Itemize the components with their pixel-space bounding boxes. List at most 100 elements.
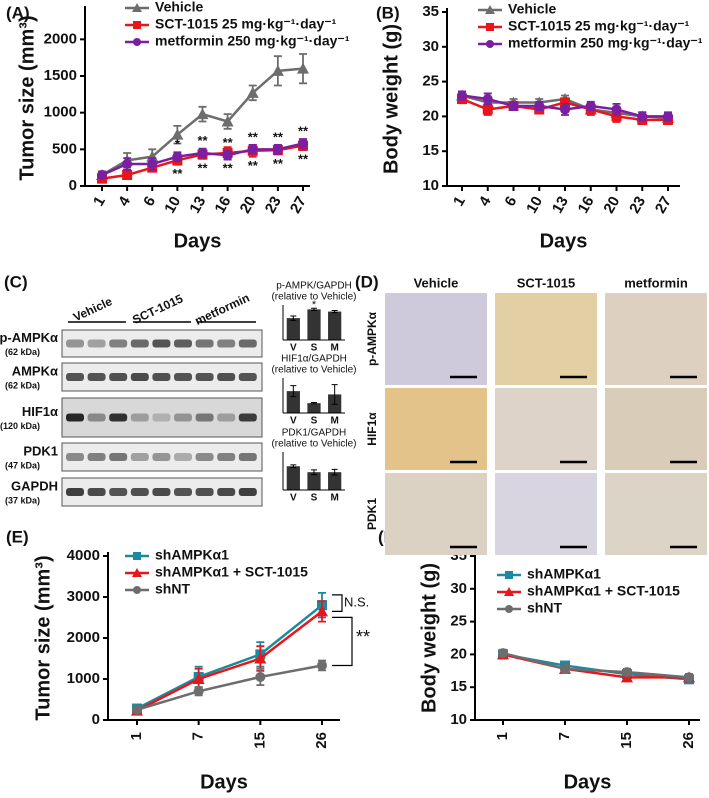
lane-label: Vehicle: [71, 294, 115, 324]
panel-label: (C): [4, 272, 28, 291]
annotation: N.S.: [344, 595, 369, 610]
row-label: PDK1: [23, 443, 58, 458]
blot-band: [217, 373, 236, 381]
marker: [122, 159, 133, 169]
series-line: [136, 604, 323, 710]
marker: [222, 150, 233, 161]
legend-label: metformin 250 mg·kg⁻¹·day⁻¹: [508, 35, 703, 51]
marker: [482, 94, 493, 104]
marker: [504, 587, 514, 596]
marker: [193, 686, 204, 697]
marker: [246, 86, 259, 98]
blot-band: [238, 453, 257, 461]
row-weight: (62 kDa): [5, 347, 40, 357]
row-label: p-AMPKα: [0, 330, 58, 345]
blot-band: [109, 488, 128, 496]
x-tick-label: 20: [600, 193, 623, 216]
legend-label: shNT: [527, 600, 562, 616]
blot-band: [152, 453, 171, 461]
blot-band: [130, 373, 149, 381]
y-tick-label: 0: [92, 711, 100, 728]
blot-band: [130, 453, 149, 461]
ihc-image: [605, 473, 707, 555]
series-line: [136, 610, 323, 712]
marker: [133, 552, 141, 560]
significance: **: [223, 135, 234, 150]
y-tick-label: 10: [422, 177, 439, 194]
error-bar: [331, 309, 338, 314]
significance: **: [223, 160, 234, 175]
marker: [505, 605, 513, 613]
marker: [486, 40, 494, 48]
x-tick-label: 10: [523, 193, 546, 216]
marker: [147, 159, 158, 169]
marker: [196, 108, 209, 120]
chart-subtitle: (relative to Vehicle): [271, 292, 356, 303]
x-tick-label: 27: [287, 193, 310, 216]
y-tick-label: 25: [422, 73, 439, 90]
ihc-image: [385, 293, 487, 385]
blot-band: [152, 339, 171, 348]
significance: **: [197, 160, 208, 175]
legend-label: shAMPKα1 + SCT-1015: [527, 583, 680, 599]
marker: [486, 23, 494, 31]
x-tick-label: 7: [556, 732, 573, 740]
x-tick-label: 20: [237, 193, 260, 216]
marker: [97, 170, 107, 180]
y-tick-label: 15: [422, 142, 439, 159]
ihc-image: [605, 388, 707, 470]
marker: [133, 21, 141, 29]
x-tick-label: 26: [313, 732, 330, 749]
blot-band: [130, 413, 149, 422]
marker: [560, 663, 570, 674]
x-tick-label: 26: [680, 732, 697, 749]
x-tick-label: 13: [186, 193, 209, 216]
bar: [307, 472, 321, 490]
y-tick-label: 0: [69, 177, 77, 194]
chart-title: p-AMPK/GAPDH: [276, 281, 352, 292]
y-tick-label: 2000: [44, 30, 77, 47]
chart-subtitle: (relative to Vehicle): [271, 365, 356, 376]
column-label: Vehicle: [414, 275, 459, 290]
blot-band: [66, 453, 84, 461]
x-tick-label: 1: [450, 193, 469, 209]
blot-band: [87, 488, 106, 496]
x-axis-label: Days: [540, 230, 588, 252]
x-axis-label: Days: [564, 771, 612, 793]
y-tick-label: 1000: [44, 104, 77, 121]
error-bar: [290, 385, 297, 398]
ihc-image: [605, 293, 707, 385]
error-bar: [290, 315, 297, 321]
blot-band: [217, 453, 236, 461]
bracket: [332, 594, 343, 612]
marker: [611, 104, 622, 115]
column-label: SCT-1015: [517, 275, 576, 290]
legend-label: shAMPKα1: [527, 566, 601, 582]
row-weight: (47 kDa): [5, 460, 40, 470]
panel-label: (A): [6, 3, 30, 22]
y-tick-label: 1500: [44, 67, 77, 84]
legend-label: shAMPKα1 + SCT-1015: [155, 564, 308, 580]
blot-band: [238, 373, 257, 381]
significance: **: [273, 156, 284, 171]
x-tick-label: 27: [652, 193, 675, 216]
y-tick-label: 30: [450, 580, 467, 597]
blot-band: [195, 488, 214, 496]
marker: [498, 648, 508, 659]
bar: [307, 403, 321, 413]
y-tick-label: 500: [52, 140, 77, 157]
marker: [298, 138, 308, 149]
x-tick-label: 15: [251, 732, 268, 749]
panel-label: (D): [355, 272, 379, 291]
y-tick-label: 20: [422, 107, 439, 124]
column-label: metformin: [624, 275, 688, 290]
blot-band: [195, 339, 214, 348]
annotation: **: [356, 627, 370, 647]
bar: [286, 466, 300, 490]
legend-label: Vehicle: [508, 1, 556, 17]
blot-band: [109, 373, 128, 381]
row-weight: (37 kDa): [5, 495, 40, 505]
blot-band: [152, 413, 171, 422]
chart-subtitle: (relative to Vehicle): [271, 439, 356, 450]
bar: [286, 318, 300, 340]
